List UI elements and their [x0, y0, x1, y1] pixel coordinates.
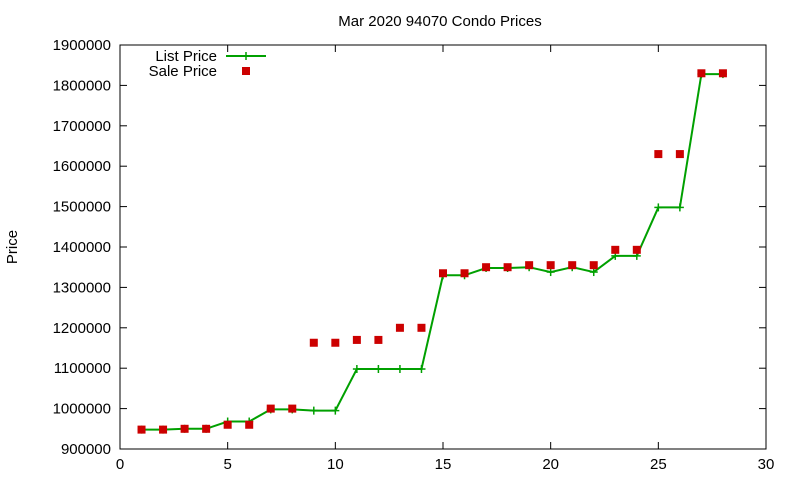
legend-swatch-marker: [242, 52, 250, 60]
series-line-list-price: [141, 73, 723, 431]
sale-price-point: [654, 150, 663, 159]
sale-price-point: [331, 338, 340, 347]
sale-price-point: [395, 323, 404, 332]
y-tick-label: 1300000: [53, 279, 111, 296]
list-price-point: [331, 406, 340, 415]
x-tick-label: 25: [650, 456, 667, 473]
sale-price-point: [546, 261, 555, 270]
sale-price-point: [460, 269, 469, 278]
sale-price-point: [632, 245, 641, 254]
sale-price-point: [482, 263, 491, 272]
list-price-point: [309, 406, 318, 415]
x-tick-label: 0: [116, 456, 124, 473]
y-tick-label: 1500000: [53, 199, 111, 216]
sale-price-point: [589, 261, 598, 270]
sale-price-point: [374, 335, 383, 344]
legend-swatch-square: [242, 67, 250, 75]
y-tick-label: 1000000: [53, 401, 111, 418]
x-tick-label: 20: [542, 456, 559, 473]
sale-price-point: [718, 69, 727, 78]
sale-price-point: [417, 323, 426, 332]
y-tick-label: 1200000: [53, 320, 111, 337]
sale-price-point: [288, 404, 297, 413]
sale-price-point: [266, 404, 275, 413]
sale-price-point: [352, 335, 361, 344]
plot-area: 0 5 10 15 20 25 30 900000 1000000 1100000 1200000 1…: [53, 37, 775, 473]
sale-price-point: [309, 338, 318, 347]
y-tick-label: 1600000: [53, 158, 111, 175]
sale-price-point: [503, 263, 512, 272]
legend-label: List Price: [155, 48, 217, 65]
sale-price-point: [180, 424, 189, 433]
chart-title: Mar 2020 94070 Condo Prices: [338, 13, 541, 30]
list-price-point: [395, 365, 404, 374]
sale-price-point: [137, 425, 146, 434]
list-price-point: [417, 365, 426, 374]
list-price-point: [352, 365, 361, 374]
sale-price-point: [223, 420, 232, 429]
sale-price-point: [611, 245, 620, 254]
sale-price-point: [202, 424, 211, 433]
sale-price-point: [525, 261, 534, 270]
x-tick-label: 5: [223, 456, 231, 473]
y-tick-label: 1900000: [53, 37, 111, 54]
x-tick-label: 30: [758, 456, 775, 473]
y-axis-label: Price: [4, 230, 21, 264]
sale-price-point: [697, 69, 706, 78]
list-price-point: [374, 365, 383, 374]
list-price-point: [589, 268, 598, 277]
sale-price-point: [245, 420, 254, 429]
y-tick-label: 1400000: [53, 239, 111, 256]
sale-price-point: [675, 150, 684, 159]
y-tick-label: 1700000: [53, 118, 111, 135]
legend-label: Sale Price: [149, 63, 217, 80]
x-tick-label: 10: [327, 456, 344, 473]
y-tick-label: 1100000: [54, 360, 111, 377]
x-tick-label: 15: [435, 456, 452, 473]
list-price-point: [675, 203, 684, 212]
list-price-point: [654, 203, 663, 212]
sale-price-point: [159, 425, 168, 434]
y-tick-label: 1800000: [53, 77, 111, 94]
plot-frame: [119, 44, 767, 450]
sale-price-point: [568, 261, 577, 270]
sale-price-point: [439, 269, 447, 278]
list-price-point: [546, 268, 555, 277]
y-tick-label: 900000: [61, 441, 111, 458]
